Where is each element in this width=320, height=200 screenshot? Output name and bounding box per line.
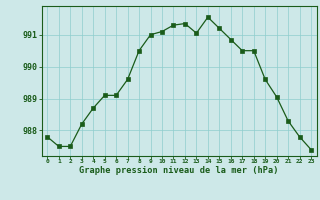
X-axis label: Graphe pression niveau de la mer (hPa): Graphe pression niveau de la mer (hPa) [79,166,279,175]
